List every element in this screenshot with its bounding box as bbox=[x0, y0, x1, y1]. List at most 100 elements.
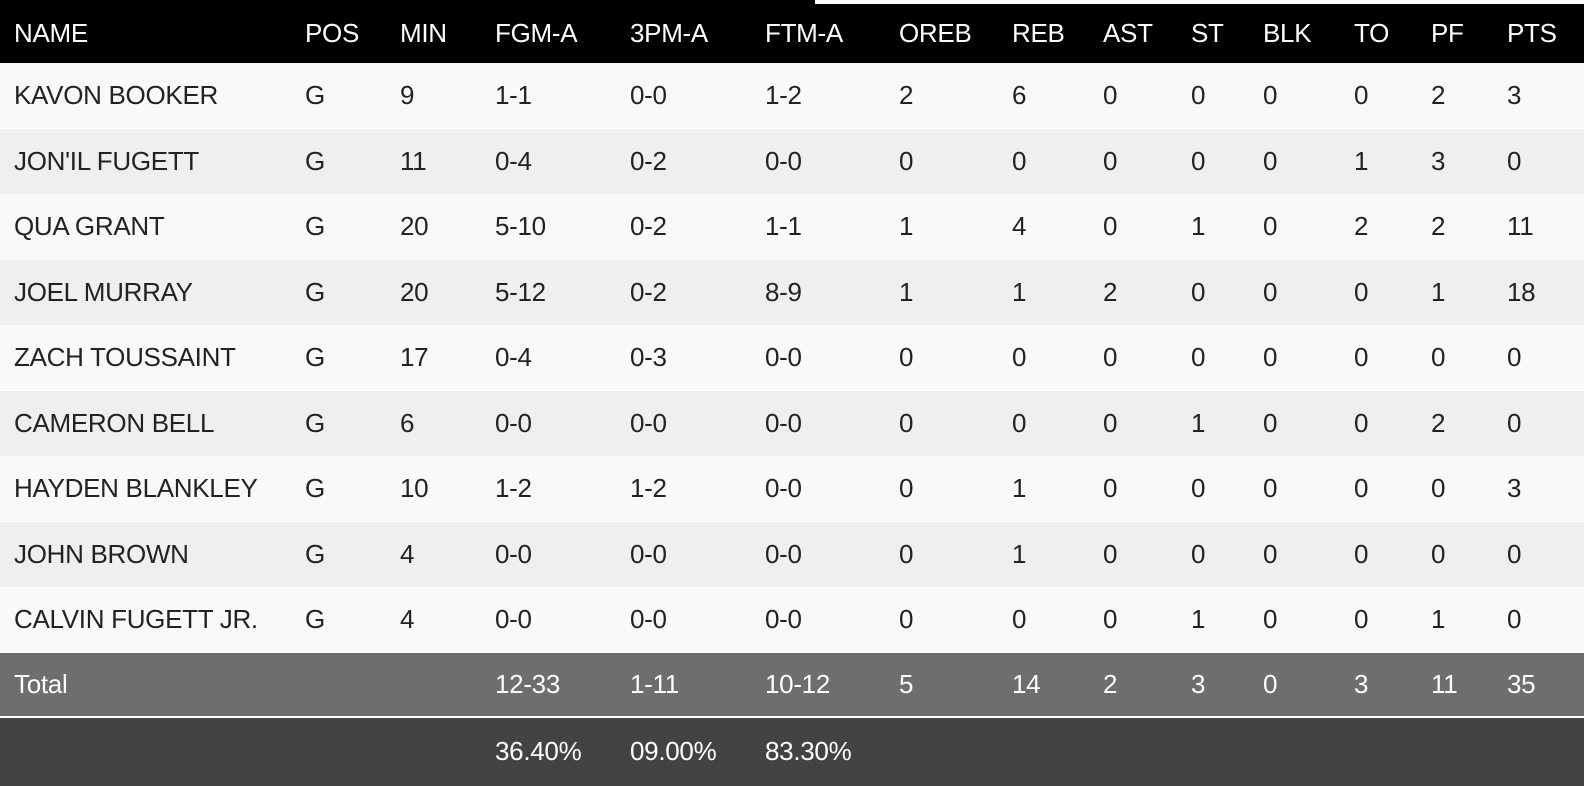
player-row-cell-ast: 0 bbox=[1103, 145, 1118, 176]
player-row-cell-pts: 0 bbox=[1507, 538, 1522, 569]
player-row-cell-3pm-a: 0-0 bbox=[630, 407, 667, 438]
header-row-cell-pts: PTS bbox=[1507, 18, 1557, 48]
player-row: KAVON BOOKER G 9 1-1 0-0 1-2 2 6 0 0 0 0 2 3 bbox=[0, 63, 1584, 128]
header-row-cell-fgm-a: FGM-A bbox=[495, 18, 578, 48]
player-row-cell-to: 2 bbox=[1354, 211, 1369, 241]
player-row-cell-oreb: 1 bbox=[899, 211, 914, 241]
header-top-strip bbox=[0, 0, 815, 4]
player-row-cell-oreb: 0 bbox=[899, 407, 914, 438]
player-row: JOHN BROWN G 4 0-0 0-0 0-0 0 1 0 0 0 0 0 0 bbox=[0, 521, 1584, 587]
player-row-cell-blk: 0 bbox=[1263, 145, 1278, 176]
player-row-cell-pos: G bbox=[305, 80, 325, 110]
player-row-cell-st: 0 bbox=[1191, 276, 1206, 307]
player-row-cell-to: 0 bbox=[1354, 473, 1369, 503]
player-row-cell-reb: 0 bbox=[1012, 145, 1027, 176]
divider bbox=[0, 716, 1584, 718]
total-row: Total 12-33 1-11 10-12 5 14 2 3 0 3 11 35 bbox=[0, 653, 1584, 716]
player-row-cell-min: 4 bbox=[400, 538, 415, 569]
player-row-cell-name: JOEL MURRAY bbox=[14, 276, 193, 307]
player-row-cell-reb: 1 bbox=[1012, 538, 1027, 569]
total-row-cell-st: 3 bbox=[1191, 669, 1206, 699]
player-row-cell-reb: 1 bbox=[1012, 276, 1027, 307]
player-row: CAMERON BELL G 6 0-0 0-0 0-0 0 0 0 1 0 0 2 0 bbox=[0, 390, 1584, 456]
player-row-cell-to: 0 bbox=[1354, 276, 1369, 307]
player-row-cell-oreb: 0 bbox=[899, 473, 914, 503]
player-row: JOEL MURRAY G 20 5-12 0-2 8-9 1 1 2 0 0 0 1 18 bbox=[0, 259, 1584, 325]
player-row-cell-pos: G bbox=[305, 211, 325, 241]
player-row-cell-min: 9 bbox=[400, 80, 415, 110]
player-row-cell-pos: G bbox=[305, 145, 325, 176]
total-row-cell-oreb: 5 bbox=[899, 669, 914, 699]
player-row-cell-st: 1 bbox=[1191, 407, 1206, 438]
player-row-cell-st: 0 bbox=[1191, 80, 1206, 110]
player-row-cell-min: 17 bbox=[400, 342, 429, 372]
player-row-cell-blk: 0 bbox=[1263, 407, 1278, 438]
player-row-cell-name: CAMERON BELL bbox=[14, 407, 215, 438]
player-row: QUA GRANT G 20 5-10 0-2 1-1 1 4 0 1 0 2 2 11 bbox=[0, 194, 1584, 259]
player-row: HAYDEN BLANKLEY G 10 1-2 1-2 0-0 0 1 0 0 0 0 0 3 bbox=[0, 456, 1584, 521]
player-row-cell-reb: 0 bbox=[1012, 342, 1027, 372]
player-row-cell-oreb: 0 bbox=[899, 342, 914, 372]
player-row-cell-ast: 0 bbox=[1103, 407, 1118, 438]
player-row-cell-pts: 11 bbox=[1507, 211, 1534, 241]
total-row-cell-pf: 11 bbox=[1431, 669, 1458, 699]
player-row-cell-to: 0 bbox=[1354, 538, 1369, 569]
player-row-cell-pf: 0 bbox=[1431, 538, 1446, 569]
total-row-cell-name: Total bbox=[14, 669, 68, 699]
player-row-cell-reb: 0 bbox=[1012, 604, 1027, 634]
player-row-cell-fgm-a: 0-0 bbox=[495, 407, 532, 438]
player-row-cell-to: 0 bbox=[1354, 407, 1369, 438]
player-row-cell-pf: 0 bbox=[1431, 342, 1446, 372]
player-row-cell-st: 0 bbox=[1191, 473, 1206, 503]
player-row-cell-blk: 0 bbox=[1263, 538, 1278, 569]
player-row: JON'IL FUGETT G 11 0-4 0-2 0-0 0 0 0 0 0 1 3 0 bbox=[0, 128, 1584, 194]
player-row-cell-name: ZACH TOUSSAINT bbox=[14, 342, 236, 372]
player-row-cell-pf: 2 bbox=[1431, 80, 1446, 110]
player-row-cell-blk: 0 bbox=[1263, 604, 1278, 634]
player-row-cell-ftm-a: 0-0 bbox=[765, 342, 802, 372]
player-row-cell-3pm-a: 0-0 bbox=[630, 604, 667, 634]
player-row-cell-ftm-a: 0-0 bbox=[765, 538, 802, 569]
player-row-cell-blk: 0 bbox=[1263, 473, 1278, 503]
player-row-cell-ftm-a: 8-9 bbox=[765, 276, 802, 307]
player-row-cell-blk: 0 bbox=[1263, 342, 1278, 372]
player-row-cell-name: KAVON BOOKER bbox=[14, 80, 218, 110]
player-row-cell-ast: 0 bbox=[1103, 604, 1118, 634]
player-row-cell-fgm-a: 1-1 bbox=[495, 80, 532, 110]
header-row: NAME POS MIN FGM-A 3PM-A FTM-A OREB REB AST ST BLK… bbox=[0, 4, 1584, 63]
player-row-cell-ast: 0 bbox=[1103, 211, 1118, 241]
player-row-cell-pos: G bbox=[305, 342, 325, 372]
total-row-cell-ftm-a: 10-12 bbox=[765, 669, 830, 699]
player-row-cell-pf: 2 bbox=[1431, 211, 1446, 241]
player-row: ZACH TOUSSAINT G 17 0-4 0-3 0-0 0 0 0 0 0 0 0 0 bbox=[0, 325, 1584, 390]
player-row-cell-fgm-a: 5-10 bbox=[495, 211, 546, 241]
player-row-cell-name: JON'IL FUGETT bbox=[14, 145, 199, 176]
player-row-cell-pos: G bbox=[305, 604, 325, 634]
percentage-row-cell-ftm-a: 83.30% bbox=[765, 736, 852, 766]
player-row-cell-fgm-a: 0-0 bbox=[495, 604, 532, 634]
player-row-cell-st: 1 bbox=[1191, 211, 1206, 241]
player-row-cell-ftm-a: 0-0 bbox=[765, 473, 802, 503]
player-row-cell-name: CALVIN FUGETT JR. bbox=[14, 604, 258, 634]
player-row-cell-oreb: 0 bbox=[899, 604, 914, 634]
player-row-cell-ftm-a: 0-0 bbox=[765, 145, 802, 176]
player-row-cell-3pm-a: 0-2 bbox=[630, 276, 667, 307]
player-row-cell-pf: 1 bbox=[1431, 604, 1446, 634]
header-row-cell-st: ST bbox=[1191, 18, 1224, 48]
percentage-row-cell-fgm-a: 36.40% bbox=[495, 736, 582, 766]
header-row-cell-name[interactable]: NAME bbox=[14, 18, 88, 48]
player-row-cell-pf: 2 bbox=[1431, 407, 1446, 438]
player-row-cell-name: QUA GRANT bbox=[14, 211, 165, 241]
player-row-cell-pts: 18 bbox=[1507, 276, 1536, 307]
player-row-cell-ast: 0 bbox=[1103, 80, 1118, 110]
player-row-cell-ast: 0 bbox=[1103, 473, 1118, 503]
player-row-cell-ast: 0 bbox=[1103, 342, 1118, 372]
player-row-cell-min: 20 bbox=[400, 211, 429, 241]
total-row-cell-pts: 35 bbox=[1507, 669, 1536, 699]
player-row-cell-oreb: 0 bbox=[899, 538, 914, 569]
player-row-cell-ftm-a: 1-1 bbox=[765, 211, 802, 241]
player-row-cell-fgm-a: 0-0 bbox=[495, 538, 532, 569]
total-row-cell-ast: 2 bbox=[1103, 669, 1118, 699]
player-row-cell-min: 10 bbox=[400, 473, 429, 503]
player-row-cell-oreb: 0 bbox=[899, 145, 914, 176]
